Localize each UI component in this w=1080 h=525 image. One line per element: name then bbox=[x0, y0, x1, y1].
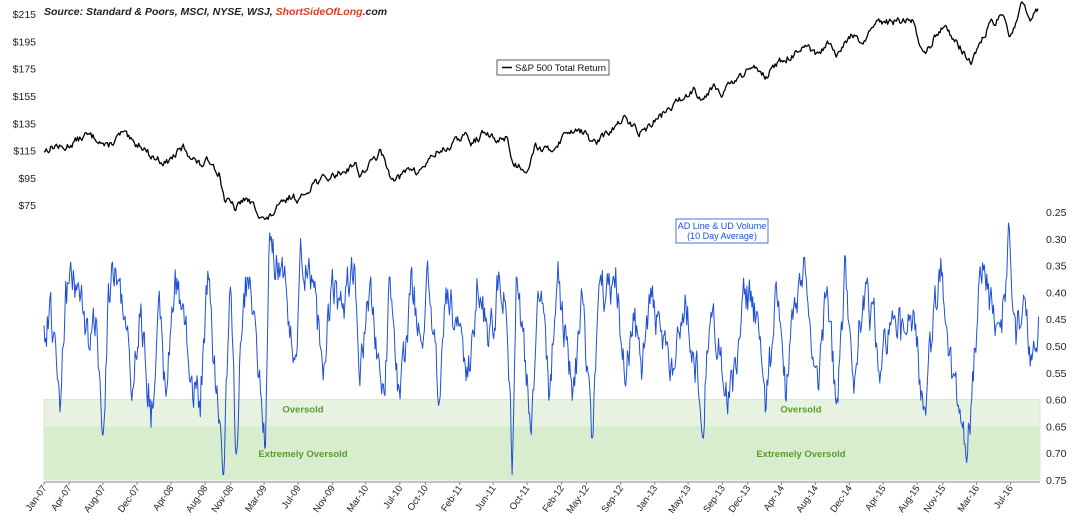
band-label: Oversold bbox=[282, 405, 323, 416]
x-tick-label: Aug-08 bbox=[184, 483, 211, 514]
ad-y-tick: 0.25 bbox=[1046, 207, 1067, 219]
source-note: Source: Standard & Poors, MSCI, NYSE, WS… bbox=[44, 6, 387, 18]
x-tick-label: Apr-07 bbox=[49, 483, 74, 513]
x-tick-label: Apr-15 bbox=[863, 483, 888, 513]
x-tick-label: Mar-10 bbox=[345, 483, 371, 514]
ad-y-tick: 0.60 bbox=[1046, 395, 1067, 407]
sp500-legend-box bbox=[496, 59, 610, 76]
x-tick-label: Feb-11 bbox=[439, 483, 465, 513]
x-tick-label: Sep-12 bbox=[600, 483, 627, 514]
x-tick-label: Jun-11 bbox=[473, 483, 498, 513]
x-tick-label: Oct-11 bbox=[508, 483, 533, 512]
ad-y-tick: 0.40 bbox=[1046, 287, 1067, 299]
sp500-y-tick: $175 bbox=[13, 64, 37, 76]
sp500-y-tick: $135 bbox=[13, 118, 37, 130]
ad-legend-title-line: (10 Day Average) bbox=[687, 231, 757, 241]
x-tick-label: Sep-13 bbox=[701, 483, 728, 514]
source-prefix: Source: Standard & Poors, MSCI, NYSE, WS… bbox=[44, 6, 273, 18]
band-label: Extremely Oversold bbox=[258, 449, 347, 460]
ad-legend-title-line: AD Line & UD Volume bbox=[678, 221, 767, 231]
sp500-y-axis: $215 $195 $175 $155 $135 $115 $95 $75 bbox=[13, 9, 37, 212]
x-tick-label: Jul-10 bbox=[381, 483, 405, 511]
x-tick-label: Jul-09 bbox=[280, 483, 304, 511]
sp500-y-tick: $95 bbox=[18, 173, 36, 185]
ad-y-tick: 0.35 bbox=[1046, 261, 1067, 273]
ad-y-tick: 0.55 bbox=[1046, 368, 1067, 380]
x-tick-label: Jul-16 bbox=[992, 483, 1016, 511]
sp500-series bbox=[43, 1, 1039, 220]
ad-legend-box bbox=[675, 218, 769, 244]
x-tick-label: Dec-13 bbox=[727, 483, 754, 514]
ad-y-tick: 0.50 bbox=[1046, 341, 1067, 353]
band-extremely-oversold bbox=[44, 426, 1040, 480]
sp500-y-tick: $115 bbox=[13, 146, 36, 158]
x-tick-label: May-13 bbox=[666, 483, 693, 515]
ad-y-axis: 0.25 0.30 0.35 0.40 0.45 0.50 0.55 0.60 0.65 0.70… bbox=[1046, 207, 1067, 487]
ad-y-tick: 0.45 bbox=[1046, 314, 1067, 326]
x-tick-label: Nov-08 bbox=[210, 483, 237, 514]
x-tick-label: Feb-12 bbox=[541, 483, 567, 514]
x-tick-label: Aug-15 bbox=[896, 483, 923, 514]
x-tick-label: Aug-14 bbox=[794, 483, 821, 514]
x-tick-label: Mar-09 bbox=[243, 483, 269, 514]
ad-y-tick: 0.70 bbox=[1046, 448, 1067, 460]
x-tick-label: Apr-08 bbox=[151, 483, 176, 513]
source-brand: ShortSideOfLong bbox=[275, 6, 363, 18]
x-tick-label: Jan-13 bbox=[634, 483, 660, 513]
sp500-y-tick: $155 bbox=[13, 91, 37, 103]
sp500-y-tick: $215 bbox=[13, 9, 37, 21]
x-tick-label: Aug-07 bbox=[82, 483, 109, 514]
series-lines bbox=[43, 1, 1040, 476]
source-suffix: .com bbox=[362, 6, 388, 18]
band-label: Extremely Oversold bbox=[756, 449, 845, 460]
legend: S&P 500 Total Return AD Line & UD Volume(… bbox=[496, 59, 769, 244]
date-x-axis: Jan-07 Apr-07 Aug-07 Dec-07 Apr-08 Aug-08 Nov-… bbox=[24, 481, 1040, 516]
oversold-bands: Oversold Oversold Extremely Oversold Extrem… bbox=[43, 399, 1041, 481]
x-tick-label: Nov-15 bbox=[922, 483, 949, 514]
x-tick-label: Dec-07 bbox=[116, 483, 143, 514]
sp500-y-tick: $195 bbox=[13, 36, 37, 48]
band-label: Oversold bbox=[780, 405, 821, 416]
ad-y-tick: 0.65 bbox=[1046, 421, 1067, 433]
ad-line-series bbox=[43, 222, 1040, 476]
x-tick-label: Dec-14 bbox=[828, 483, 855, 514]
x-tick-label: Mar-16 bbox=[956, 483, 982, 514]
x-tick-label: Jan-07 bbox=[24, 483, 50, 513]
x-tick-label: Nov-09 bbox=[311, 483, 338, 514]
ad-y-tick: 0.75 bbox=[1046, 475, 1067, 487]
x-tick-label: May-12 bbox=[565, 483, 592, 515]
x-tick-label: Apr-14 bbox=[762, 483, 787, 513]
ad-y-tick: 0.30 bbox=[1046, 234, 1067, 246]
sp500-y-tick: $75 bbox=[18, 200, 36, 212]
x-tick-label: Oct-10 bbox=[405, 483, 430, 513]
sp500-legend-label: S&P 500 Total Return bbox=[515, 63, 606, 74]
